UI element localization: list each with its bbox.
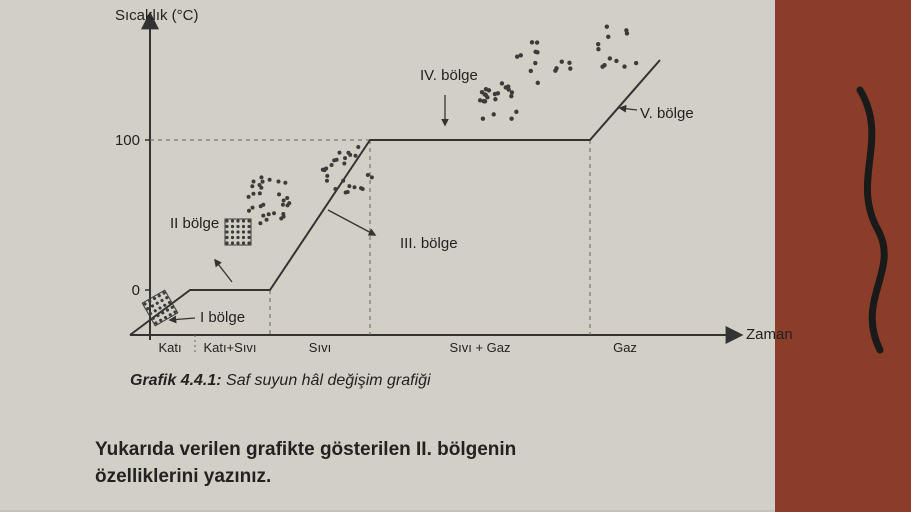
x-axis-label: Zaman	[746, 326, 793, 343]
phase-label: Katı	[158, 340, 181, 355]
region-label: V. bölge	[640, 105, 694, 122]
y-axis-label: Sıcaklık (°C)	[115, 7, 199, 24]
region-label: I bölge	[200, 309, 245, 326]
phase-label: Gaz	[613, 340, 637, 355]
region-label: II bölge	[170, 215, 219, 232]
phase-label: Katı+Sıvı	[203, 340, 256, 355]
figure-svg: Sıcaklık (°C) Zaman 0 100 Katı Katı+Sıvı Sıvı S…	[0, 0, 911, 512]
question-line-2: özelliklerini yazınız.	[95, 466, 271, 487]
figure-caption: Grafik 4.4.1: Saf suyun hâl değişim graf…	[130, 372, 431, 389]
phase-label: Sıvı	[309, 340, 331, 355]
region-label: III. bölge	[400, 235, 458, 252]
y-tick-label: 0	[132, 282, 140, 299]
photo-edge	[775, 0, 911, 512]
region-label: IV. bölge	[420, 67, 478, 84]
question-line-1: Yukarıda verilen grafikte gösterilen II.…	[95, 439, 516, 460]
phase-label: Sıvı + Gaz	[449, 340, 510, 355]
y-tick-label: 100	[115, 132, 140, 149]
